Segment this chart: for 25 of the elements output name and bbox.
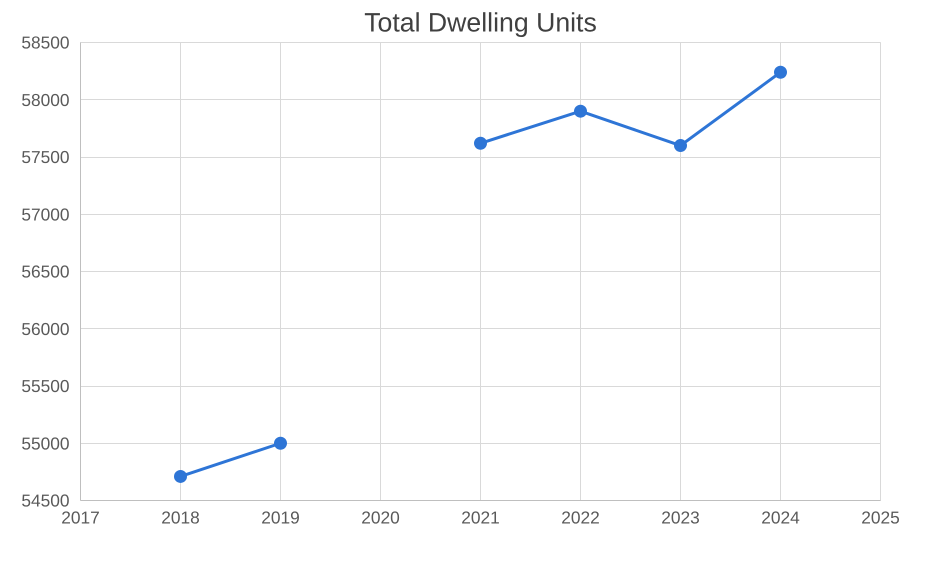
y-tick-label: 55500: [21, 376, 70, 396]
y-tick-label: 57000: [21, 204, 70, 224]
y-tick-label: 54500: [21, 490, 70, 510]
x-tick-label: 2024: [761, 508, 800, 528]
y-tick-label: 56000: [21, 318, 70, 339]
x-tick-label: 2023: [661, 508, 700, 528]
chart-title: Total Dwelling Units: [364, 8, 597, 38]
point: [474, 136, 487, 150]
point: [274, 436, 287, 450]
point: [774, 66, 787, 79]
x-tick-label: 2019: [261, 508, 300, 528]
x-tick-label: 2018: [161, 508, 200, 528]
y-tick-label: 58500: [21, 32, 70, 52]
x-tick-label: 2017: [61, 508, 100, 528]
y-tick-label: 57500: [21, 147, 70, 167]
y-tick-label: 58000: [21, 90, 70, 110]
x-tick-label: 2020: [361, 508, 400, 528]
y-tick-label: 55000: [21, 433, 70, 454]
x-tick-label: 2022: [561, 508, 600, 528]
point: [174, 470, 187, 483]
point: [674, 139, 687, 152]
x-tick-label: 2025: [861, 508, 900, 528]
y-tick-label: 56500: [21, 262, 70, 282]
point: [574, 104, 587, 118]
x-tick-label: 2021: [461, 508, 500, 528]
